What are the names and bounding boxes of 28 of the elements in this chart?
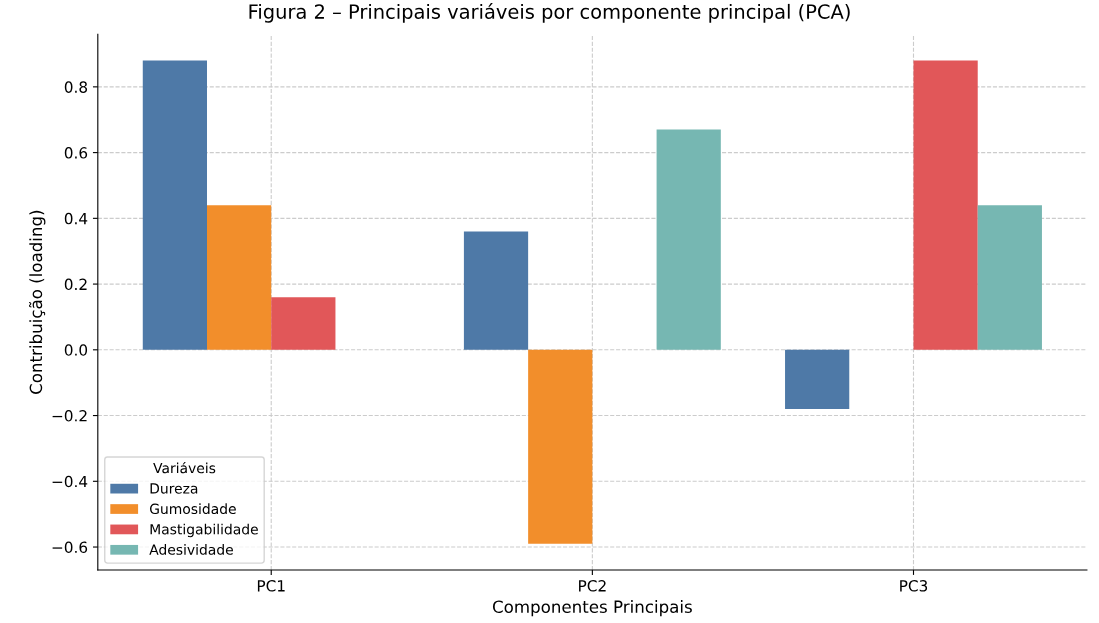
y-tick-label: 0.0 — [64, 344, 88, 356]
bar — [656, 129, 721, 350]
bar — [913, 60, 978, 350]
x-tick-label: PC2 — [579, 580, 606, 592]
legend-label: Adesividade — [149, 544, 233, 555]
bar — [271, 297, 336, 350]
y-tick-label: 0.4 — [64, 212, 88, 225]
y-tick-label: 0.2 — [64, 278, 87, 291]
legend-title: Variáveis — [153, 462, 216, 474]
bar — [785, 349, 850, 409]
x-tick-label: PC1 — [257, 580, 285, 592]
legend-label: Mastigabilidade — [150, 523, 258, 538]
bar — [528, 349, 593, 544]
legend-label: Gumosidade — [149, 503, 236, 515]
x-tick-label: PC3 — [900, 580, 928, 592]
bar — [207, 205, 272, 350]
y-tick-label: −0.4 — [52, 475, 88, 488]
y-tick-label: 0.8 — [64, 81, 88, 93]
chart-title: Figura 2 – Principais variáveis por componente principal (PCA) — [249, 3, 850, 23]
legend-label: Dureza — [150, 483, 198, 494]
bar — [463, 231, 529, 350]
bar — [977, 205, 1042, 350]
y-tick-label: −0.6 — [52, 541, 88, 554]
y-tick-label: 0.6 — [64, 147, 88, 159]
y-tick-label: −0.2 — [52, 410, 87, 422]
y-axis-title: Contribuição (loading) — [29, 210, 46, 394]
bar — [142, 60, 207, 350]
x-axis-title: Componentes Principais — [492, 600, 692, 617]
